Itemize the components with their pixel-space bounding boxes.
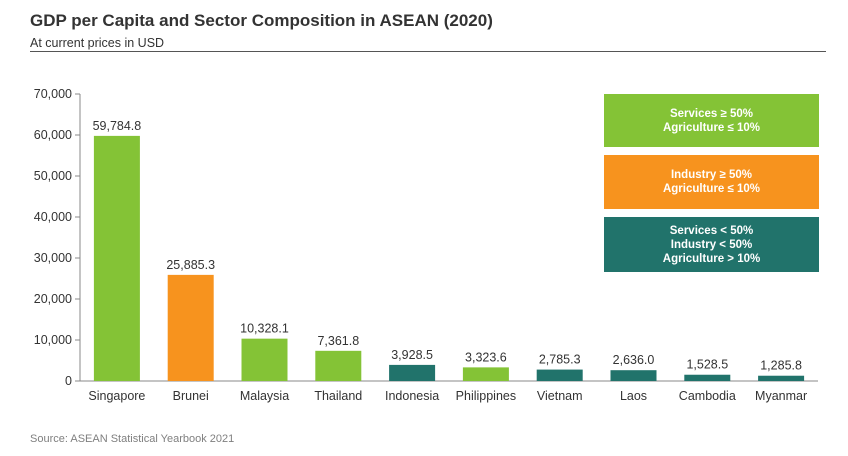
x-tick-label: Myanmar xyxy=(755,389,807,403)
data-label: 3,928.5 xyxy=(391,348,433,362)
y-tick-label: 10,000 xyxy=(34,333,72,347)
legend-services: Services ≥ 50% Agriculture ≤ 10% xyxy=(604,94,819,147)
bar-indonesia xyxy=(389,364,436,381)
y-tick-label: 0 xyxy=(65,374,72,388)
data-label: 2,636.0 xyxy=(613,353,655,367)
x-tick-label: Brunei xyxy=(173,389,209,403)
data-label: 1,528.5 xyxy=(686,358,728,372)
y-tick-label: 40,000 xyxy=(34,210,72,224)
chart-subtitle: At current prices in USD xyxy=(30,36,165,50)
x-tick-label: Vietnam xyxy=(537,389,583,403)
bar-brunei xyxy=(167,274,214,381)
x-tick-label: Malaysia xyxy=(240,389,289,403)
bar-thailand xyxy=(315,350,362,381)
data-label: 10,328.1 xyxy=(240,322,289,336)
y-tick-label: 60,000 xyxy=(34,128,72,142)
legend-industry: Industry ≥ 50% Agriculture ≤ 10% xyxy=(604,155,819,209)
source-note: Source: ASEAN Statistical Yearbook 2021 xyxy=(30,433,235,445)
legend-line: Services < 50% xyxy=(669,224,754,237)
data-label: 25,885.3 xyxy=(166,258,215,272)
data-label: 7,361.8 xyxy=(317,334,359,348)
bar-vietnam xyxy=(536,369,583,381)
data-label: 1,285.8 xyxy=(760,359,802,373)
legend-line: Agriculture > 10% xyxy=(662,252,761,265)
data-label: 59,784.8 xyxy=(93,119,142,133)
bar-cambodia xyxy=(684,374,731,381)
x-tick-label: Laos xyxy=(620,389,647,403)
bar-singapore xyxy=(93,135,140,381)
legend-line: Industry ≥ 50% xyxy=(670,169,753,181)
data-label: 2,785.3 xyxy=(539,353,581,367)
bar-malaysia xyxy=(241,338,288,381)
x-tick-label: Indonesia xyxy=(385,389,439,403)
x-tick-label: Thailand xyxy=(314,389,362,403)
legend-mixed: Services < 50% Industry < 50% Agriculture … xyxy=(604,217,819,272)
x-tick-label: Philippines xyxy=(456,389,516,403)
y-tick-label: 20,000 xyxy=(34,292,72,306)
legend-line: Agriculture ≤ 10% xyxy=(662,183,761,195)
x-tick-label: Cambodia xyxy=(679,389,736,403)
legend-line: Services ≥ 50% xyxy=(669,107,754,120)
legend-line: Industry < 50% xyxy=(670,238,753,251)
y-tick-label: 30,000 xyxy=(34,251,72,265)
chart-title: GDP per Capita and Sector Composition in… xyxy=(30,11,493,30)
data-label: 3,323.6 xyxy=(465,350,507,364)
x-tick-label: Singapore xyxy=(88,389,145,403)
title-divider xyxy=(30,51,826,52)
y-tick-label: 50,000 xyxy=(34,169,72,183)
legend-line: Agriculture ≤ 10% xyxy=(662,121,761,134)
bar-laos xyxy=(610,370,657,381)
bar-myanmar xyxy=(758,375,805,381)
y-tick-label: 70,000 xyxy=(34,87,72,101)
bar-philippines xyxy=(462,367,509,381)
